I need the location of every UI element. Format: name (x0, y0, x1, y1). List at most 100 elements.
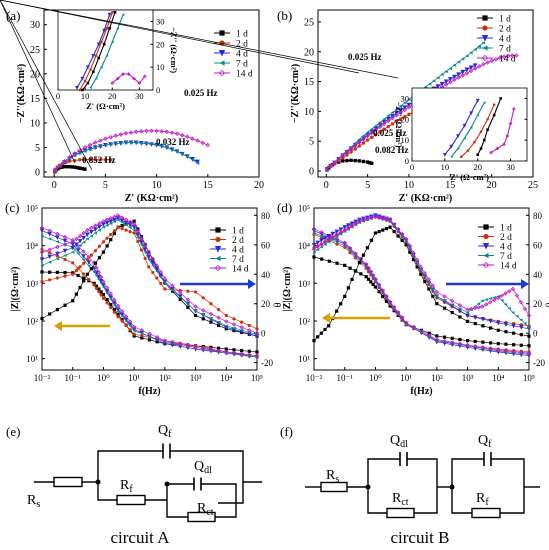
inset-x-tick-label: 20 (108, 91, 117, 101)
data-point (512, 343, 516, 347)
circuit-wire (491, 458, 525, 514)
data-point (119, 141, 123, 145)
data-point (384, 227, 389, 231)
y-tick-label: 10² (298, 316, 310, 326)
data-point (502, 142, 506, 147)
data-point (195, 138, 200, 143)
data-point (193, 309, 198, 313)
series-line (41, 220, 258, 337)
data-point (472, 66, 478, 71)
data-point (382, 127, 386, 131)
data-point (149, 128, 154, 134)
data-point (465, 339, 470, 343)
data-point (80, 166, 85, 171)
data-point (78, 151, 82, 155)
x-axis-label: Z' (KΩ·cm²) (399, 193, 453, 204)
data-point (495, 146, 500, 151)
data-point (384, 216, 389, 222)
data-point (83, 149, 87, 153)
data-point (361, 253, 365, 257)
data-point (232, 326, 236, 330)
data-point (519, 343, 523, 347)
data-point (232, 348, 236, 352)
data-point (195, 161, 200, 165)
series-line (41, 215, 258, 334)
panel-tag: (d) (277, 200, 292, 215)
data-point (163, 281, 167, 285)
data-point (435, 334, 439, 338)
data-point (508, 121, 513, 126)
data-point (179, 132, 185, 138)
data-point (406, 102, 412, 108)
data-point (486, 128, 489, 132)
data-point (81, 230, 86, 236)
data-point (209, 320, 213, 324)
data-point (81, 258, 86, 262)
data-point (151, 263, 155, 268)
data-point (97, 244, 102, 248)
data-point (113, 133, 118, 139)
data-point (109, 302, 113, 307)
data-point (483, 224, 489, 230)
data-point (458, 315, 462, 319)
data-point (128, 324, 132, 328)
y2-tick-label: 20 (533, 299, 543, 309)
inset-y-tick-label: 20 (401, 114, 410, 124)
data-point (482, 242, 490, 250)
data-point (209, 302, 213, 306)
data-point (476, 153, 480, 157)
data-point (247, 330, 251, 335)
data-point (452, 74, 457, 80)
data-point (391, 222, 397, 227)
data-point (501, 54, 507, 60)
data-point (108, 158, 113, 162)
plot-frame (41, 207, 258, 371)
data-point (456, 134, 460, 139)
data-point (456, 147, 460, 150)
data-point (74, 292, 78, 296)
legend-label: 1 d (500, 224, 512, 234)
data-point (512, 331, 516, 335)
data-point (103, 143, 108, 147)
panel-tag: (a) (6, 8, 20, 23)
circuit-wire (367, 458, 400, 487)
data-point (112, 231, 117, 236)
data-point (381, 121, 387, 127)
data-point (473, 344, 478, 349)
data-point (448, 79, 453, 85)
circuit-name: circuit A (110, 528, 170, 547)
data-point (97, 56, 101, 60)
data-point (232, 317, 236, 321)
data-point (159, 275, 163, 279)
data-point (496, 347, 501, 353)
data-point (479, 130, 483, 134)
data-point (311, 247, 317, 252)
data-point (511, 349, 516, 354)
y2-tick-label: 40 (261, 270, 271, 280)
data-point (71, 299, 75, 303)
data-point (407, 97, 411, 102)
x-tick-label: 10⁻¹ (64, 373, 81, 383)
data-point (394, 113, 399, 118)
arrow-head (54, 321, 62, 331)
data-point (101, 219, 106, 224)
data-point (374, 132, 378, 137)
data-point (186, 289, 190, 293)
data-point (349, 221, 355, 226)
data-point (143, 250, 147, 254)
data-point (391, 304, 397, 310)
data-point (89, 86, 92, 90)
data-point (312, 231, 316, 235)
data-point (112, 220, 117, 224)
x-tick-label: 10⁻² (306, 373, 323, 383)
data-point (328, 163, 334, 169)
data-point (92, 281, 96, 285)
data-point (121, 72, 126, 76)
data-point (219, 60, 225, 66)
data-point (335, 240, 339, 245)
data-point (201, 313, 205, 317)
data-point (481, 41, 486, 45)
data-point (319, 245, 323, 249)
data-point (105, 26, 109, 30)
data-point (384, 294, 389, 299)
